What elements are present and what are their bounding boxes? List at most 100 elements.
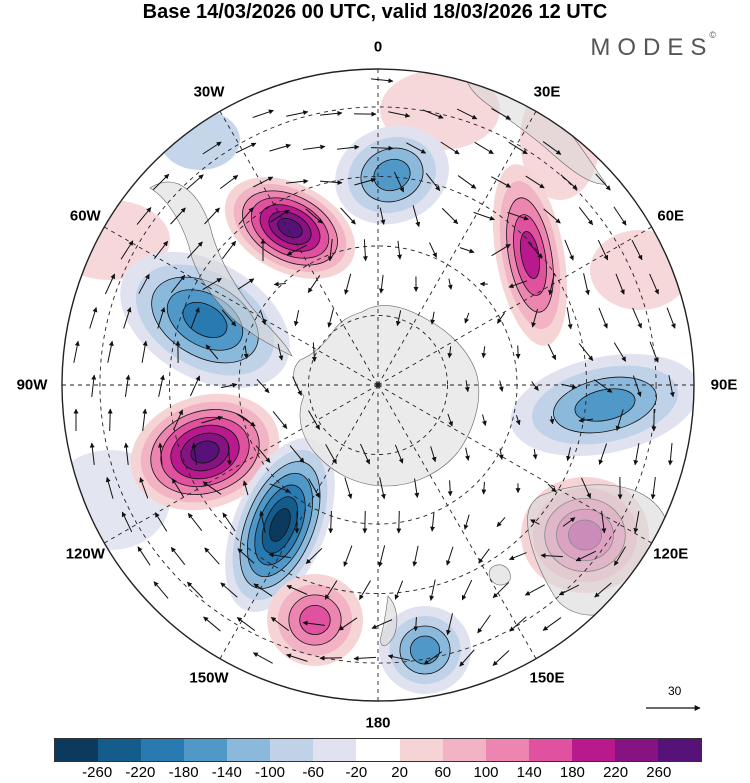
wind-vector: [256, 378, 270, 394]
wind-vector: [226, 442, 232, 466]
wind-vector: [631, 239, 643, 261]
wind-vector: [562, 517, 576, 527]
wind-vector: [327, 308, 334, 328]
wind-vector: [170, 546, 186, 565]
wind-vector: [613, 546, 627, 566]
wind-vector: [507, 212, 529, 221]
wind-vector: [202, 277, 222, 291]
colorbar-swatch: [442, 739, 486, 761]
wind-vector: [235, 142, 257, 154]
wind-vector: [89, 442, 95, 465]
wind-vector: [525, 175, 545, 189]
wind-vector: [170, 207, 186, 225]
wind-vector: [413, 617, 419, 632]
wind-vector: [91, 374, 97, 397]
south-america-land: [149, 181, 293, 357]
wind-vector: [542, 141, 562, 155]
latitude-circle: [99, 106, 657, 664]
positive-anomaly-south-atlantic: [224, 177, 356, 279]
wind-vector: [319, 180, 343, 185]
wind-vector: [531, 308, 539, 328]
wind-vector: [308, 410, 320, 430]
wind-vector: [308, 478, 320, 498]
wind-vector: [221, 240, 237, 260]
colorbar-tick-label: -260: [82, 764, 113, 781]
wind-vector: [343, 545, 353, 567]
wind-vector: [447, 278, 453, 290]
wind-vector: [564, 239, 574, 261]
wind-vector: [548, 273, 555, 296]
colorbar-swatch: [657, 739, 701, 761]
wind-vector: [429, 242, 437, 258]
wind-vector: [615, 409, 624, 432]
colorbar-swatch: [184, 739, 228, 761]
wind-vector: [236, 413, 256, 427]
wind-vector: [578, 206, 594, 226]
wind-vector: [464, 312, 470, 324]
wind-vector: [478, 548, 490, 564]
wind-vector: [508, 552, 527, 561]
colorbar-swatch: [399, 739, 443, 761]
wind-vector: [320, 110, 343, 116]
wind-vector: [560, 174, 578, 190]
wind-vector: [394, 580, 404, 600]
weak-anomaly-patch: [600, 620, 680, 680]
wind-vector: [633, 511, 640, 534]
wind-vector: [189, 375, 201, 397]
wind-vector: [203, 616, 221, 632]
wind-vector: [353, 655, 377, 661]
wind-vector: [327, 239, 333, 262]
map-boundary: [61, 68, 695, 702]
brand-logo: MODES©: [590, 30, 720, 62]
wind-vector: [491, 176, 512, 188]
wind-vector: [269, 143, 292, 152]
wind-vector: [547, 344, 557, 361]
colorbar-swatch: [55, 739, 99, 761]
wind-vector: [360, 443, 370, 465]
wind-vector: [191, 442, 198, 465]
colorbar-tick-label: -220: [125, 764, 156, 781]
wind-vector: [338, 617, 358, 631]
wind-vector: [337, 144, 360, 150]
wind-vector: [158, 374, 165, 397]
wind-vector: [459, 649, 475, 667]
wind-vector: [268, 552, 291, 559]
wind-vector: [201, 415, 224, 424]
wind-vector: [142, 408, 148, 431]
wind-vector: [581, 477, 591, 499]
wind-vector: [491, 108, 512, 120]
wind-vector: [107, 408, 113, 432]
wind-vector: [456, 108, 478, 120]
wind-vector: [260, 311, 267, 326]
reference-vector-arrow: [646, 705, 701, 711]
wind-vector: [273, 281, 286, 287]
wind-vector: [293, 310, 300, 327]
wind-vector: [547, 483, 557, 493]
wind-vector: [394, 444, 404, 464]
wind-vector: [527, 241, 543, 259]
wind-vector: [414, 478, 420, 498]
wind-vector: [650, 477, 656, 500]
positive-anomaly-bellingshausen: [130, 393, 280, 511]
wind-vector: [446, 613, 454, 636]
wind-vector: [286, 653, 308, 662]
wind-vector: [481, 481, 487, 495]
weak-anomaly-patch: [160, 110, 240, 170]
wind-vector: [157, 307, 166, 329]
longitude-label-lon-120e: 120E: [653, 545, 689, 563]
wind-vector: [496, 517, 506, 527]
wind-vector: [598, 307, 608, 329]
south-pole-marker: [375, 382, 381, 388]
wind-vector: [463, 514, 470, 530]
wind-vector: [615, 273, 625, 295]
wind-vector: [305, 547, 323, 565]
wind-vector: [649, 273, 659, 295]
wind-vector: [542, 617, 562, 631]
wind-vector: [124, 374, 131, 397]
wind-vector: [549, 416, 555, 425]
wind-vector: [202, 481, 222, 495]
wind-vector: [509, 616, 527, 632]
longitude-label-lon-90w: 90W: [16, 376, 48, 394]
wind-vector: [422, 109, 444, 119]
wind-vector: [292, 376, 302, 396]
